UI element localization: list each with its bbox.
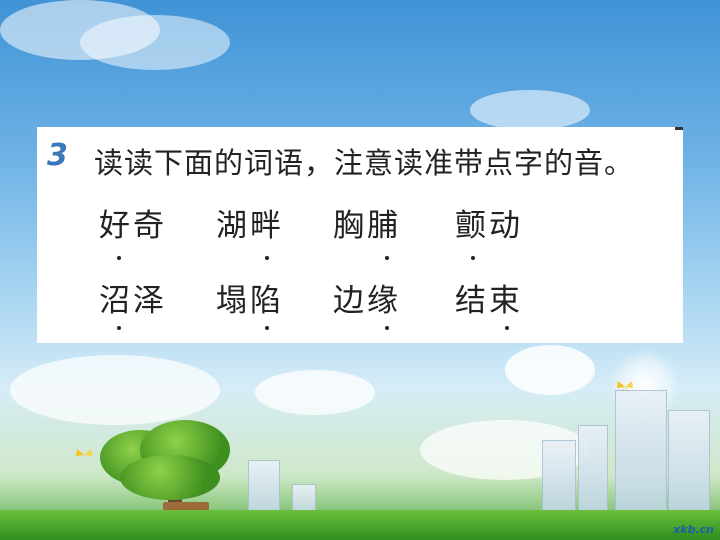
question-instruction: 读读下面的词语，注意读准带点字的音。 [94,146,635,180]
cloud [470,90,590,130]
emphasis-dot [471,256,475,260]
building [615,390,667,522]
emphasis-dot [265,326,269,330]
cloud [255,370,375,415]
grass [0,510,720,540]
building [578,425,608,522]
butterfly-icon [76,449,92,456]
emphasis-dot [117,326,121,330]
cloud [505,345,595,395]
emphasis-dot [505,326,509,330]
cloud [80,15,230,70]
emphasis-dot [385,326,389,330]
emphasis-dot [117,256,121,260]
word-item: 颤动 [455,208,523,244]
word-item: 胸脯 [333,208,401,244]
word-item: 结束 [455,283,523,319]
tree-crown [120,455,220,500]
word-item: 湖畔 [216,208,284,244]
card-corner-mark [675,127,683,130]
exercise-card [37,127,683,343]
question-number: 3 [47,138,68,173]
building [668,410,710,522]
cloud [10,355,220,425]
word-item: 边缘 [333,283,401,319]
word-item: 好奇 [99,208,167,244]
emphasis-dot [385,256,389,260]
emphasis-dot [265,256,269,260]
butterfly-icon [617,381,633,393]
word-item: 塌陷 [216,283,284,319]
watermark-logo: xkb.cn [673,523,714,536]
word-item: 沼泽 [99,283,167,319]
